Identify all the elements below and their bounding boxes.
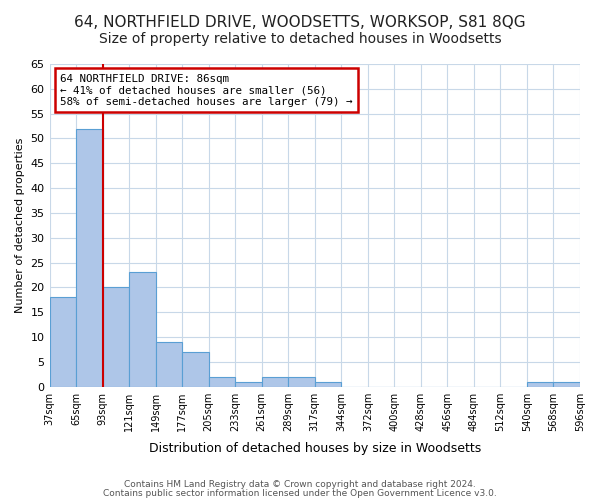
Text: Contains public sector information licensed under the Open Government Licence v3: Contains public sector information licen… xyxy=(103,488,497,498)
Bar xyxy=(182,352,209,386)
Bar xyxy=(50,298,76,386)
Bar xyxy=(235,382,262,386)
Text: Contains HM Land Registry data © Crown copyright and database right 2024.: Contains HM Land Registry data © Crown c… xyxy=(124,480,476,489)
Text: 64, NORTHFIELD DRIVE, WOODSETTS, WORKSOP, S81 8QG: 64, NORTHFIELD DRIVE, WOODSETTS, WORKSOP… xyxy=(74,15,526,30)
Bar xyxy=(209,376,235,386)
Text: 64 NORTHFIELD DRIVE: 86sqm
← 41% of detached houses are smaller (56)
58% of semi: 64 NORTHFIELD DRIVE: 86sqm ← 41% of deta… xyxy=(60,74,353,107)
Bar xyxy=(527,382,553,386)
Y-axis label: Number of detached properties: Number of detached properties xyxy=(15,138,25,313)
Bar xyxy=(76,128,103,386)
Bar xyxy=(155,342,182,386)
Bar xyxy=(103,288,129,386)
Text: Size of property relative to detached houses in Woodsetts: Size of property relative to detached ho… xyxy=(98,32,502,46)
Bar xyxy=(288,376,315,386)
Bar xyxy=(129,272,155,386)
Bar xyxy=(553,382,580,386)
X-axis label: Distribution of detached houses by size in Woodsetts: Distribution of detached houses by size … xyxy=(149,442,481,455)
Bar xyxy=(315,382,341,386)
Bar xyxy=(262,376,288,386)
